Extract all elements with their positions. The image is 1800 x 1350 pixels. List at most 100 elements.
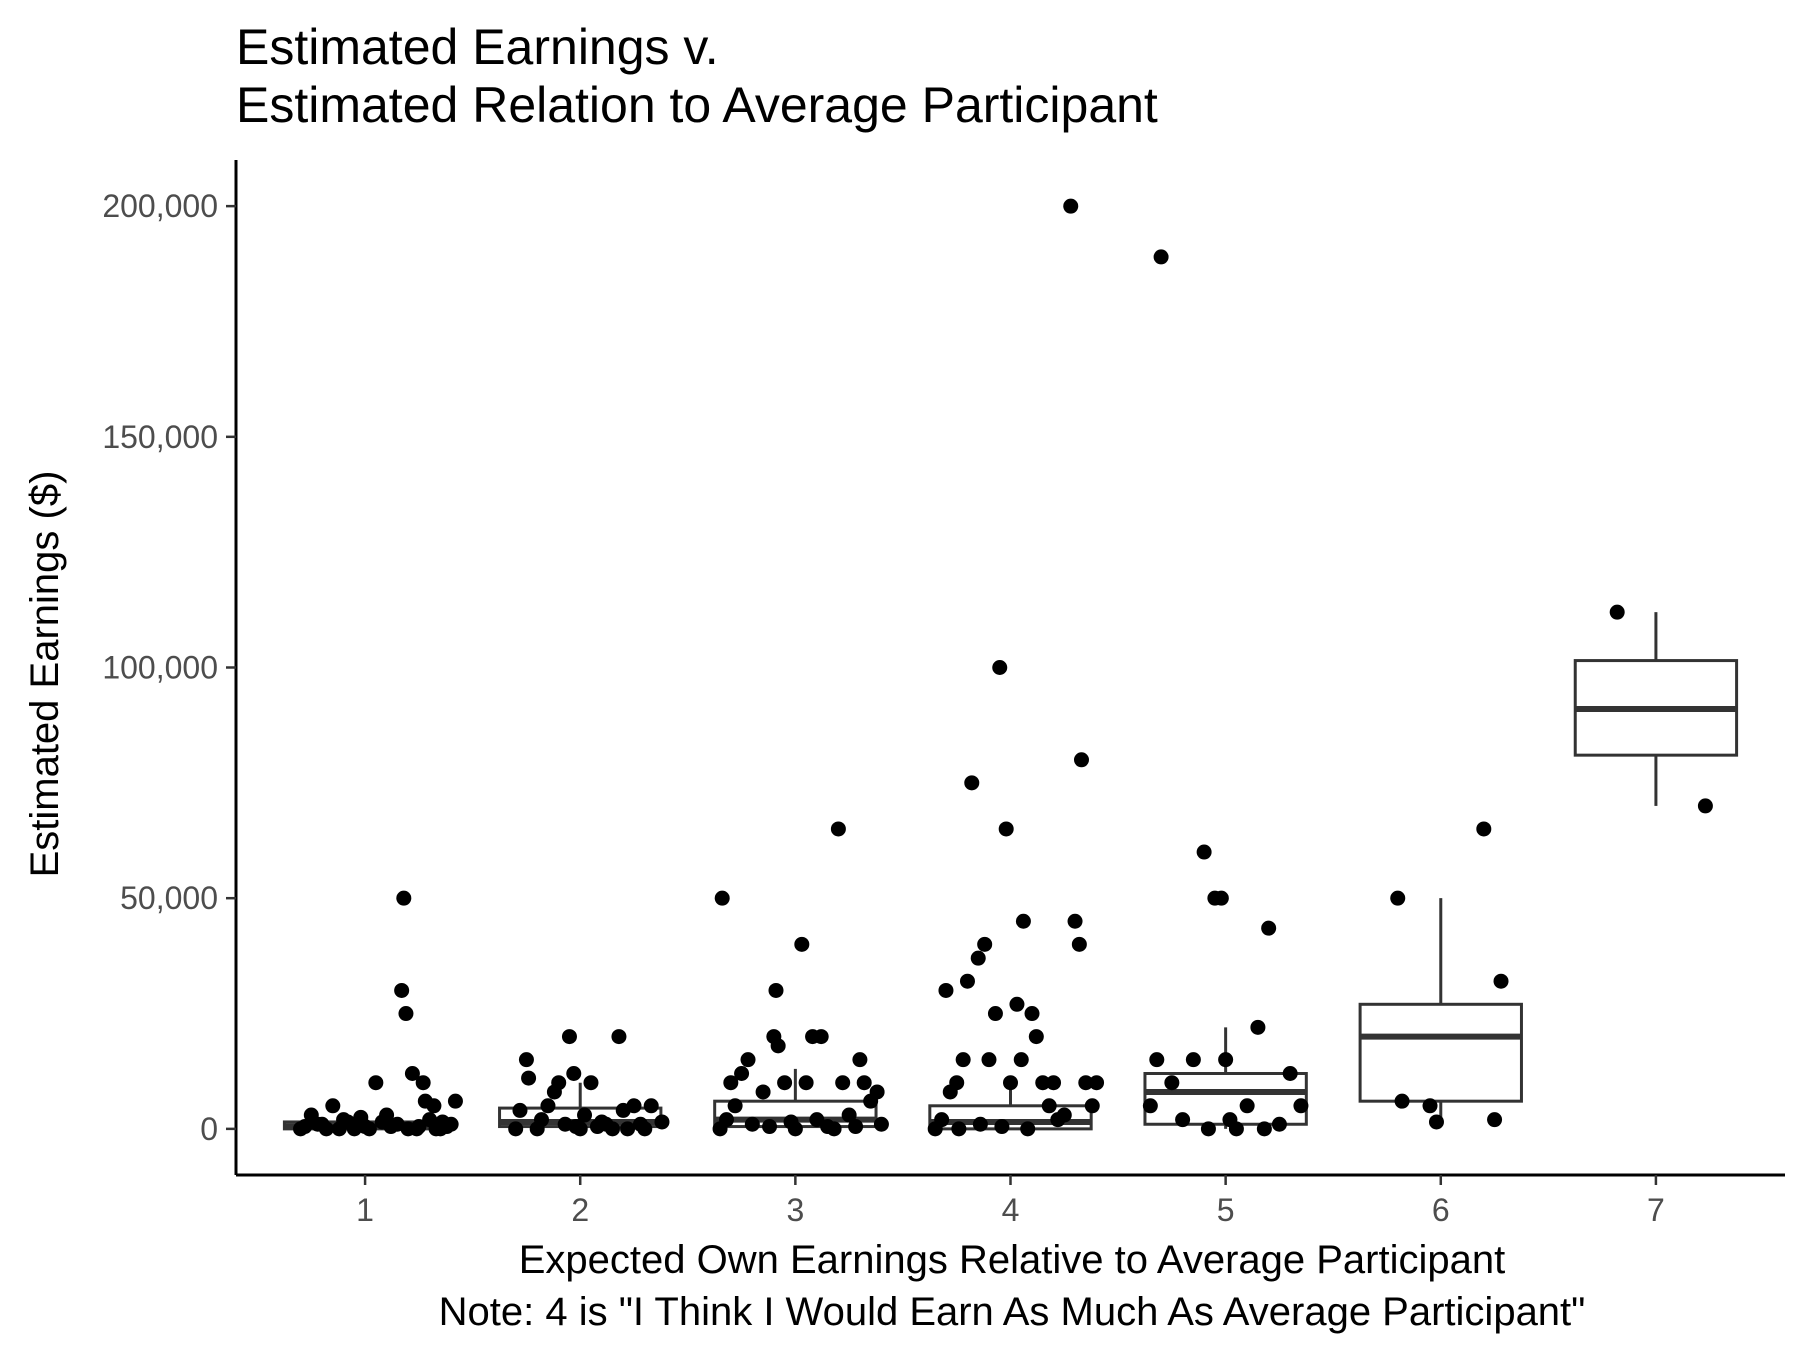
data-point [1089, 1075, 1105, 1091]
data-point [949, 1075, 965, 1091]
data-point [1213, 890, 1229, 906]
data-point [394, 982, 410, 998]
data-point [841, 1107, 857, 1123]
data-point [1003, 1075, 1018, 1091]
data-point [1222, 1112, 1238, 1128]
data-point [1196, 844, 1212, 860]
data-point [744, 1116, 760, 1132]
data-point [998, 821, 1014, 837]
data-point [518, 1052, 534, 1068]
data-point [755, 1084, 771, 1100]
data-point [714, 890, 730, 906]
data-point [1239, 1098, 1255, 1114]
data-point [964, 775, 980, 791]
data-point [620, 1121, 636, 1137]
data-point [637, 1121, 653, 1137]
y-tick-label: 50,000 [120, 880, 218, 916]
data-point [777, 1075, 793, 1091]
data-point [852, 1052, 868, 1068]
data-point [1487, 1112, 1503, 1128]
data-point [1493, 973, 1509, 989]
data-point [1394, 1093, 1410, 1109]
data-point [938, 982, 954, 998]
data-point [869, 1084, 885, 1100]
data-point [540, 1098, 556, 1114]
data-point [561, 1029, 577, 1045]
data-point [361, 1121, 377, 1137]
data-point [1009, 996, 1025, 1012]
data-point [734, 1066, 750, 1081]
axes-layer: 0 50,000 100,000 150,000 200,000 1 2 3 4 5 6 7 [102, 160, 1785, 1228]
data-point [959, 973, 975, 989]
data-point [1697, 798, 1713, 814]
data-point [727, 1098, 743, 1114]
x-tick-label: 1 [356, 1192, 374, 1228]
data-point [1071, 936, 1087, 952]
data-point [512, 1102, 528, 1118]
data-point [1073, 752, 1089, 768]
data-point [1390, 890, 1406, 906]
data-point [762, 1119, 778, 1135]
data-point [1422, 1098, 1438, 1114]
data-point [955, 1052, 971, 1068]
data-point [1035, 1075, 1051, 1091]
data-point [654, 1114, 670, 1130]
data-point [1028, 1029, 1044, 1045]
boxplot-7 [1573, 612, 1739, 806]
data-point [723, 1075, 739, 1091]
y-axis-title: Estimated Earnings ($) [23, 471, 67, 878]
data-point [415, 1075, 431, 1091]
x-tick-label: 4 [1002, 1192, 1020, 1228]
data-point [566, 1066, 582, 1081]
data-point [508, 1121, 524, 1137]
data-point [1149, 1052, 1165, 1068]
data-point [809, 1112, 825, 1128]
data-point [643, 1098, 659, 1114]
data-point [533, 1112, 549, 1128]
data-point [977, 936, 993, 952]
data-point [577, 1107, 593, 1123]
data-point [325, 1098, 341, 1114]
data-point [396, 890, 412, 906]
data-point [353, 1109, 369, 1125]
data-point [447, 1093, 463, 1109]
data-point [768, 982, 784, 998]
x-axis-title-line-2: Note: 4 is "I Think I Would Earn As Much… [439, 1290, 1586, 1334]
data-point [626, 1098, 642, 1114]
data-point [994, 1119, 1010, 1135]
data-point [1164, 1075, 1180, 1091]
data-point [598, 1116, 614, 1132]
data-point [368, 1075, 384, 1091]
data-point [1175, 1112, 1191, 1128]
x-tick-label: 2 [571, 1192, 589, 1228]
data-point [1078, 1075, 1094, 1091]
data-point [783, 1114, 799, 1130]
data-point [1200, 1121, 1216, 1137]
x-axis-title-line-1: Expected Own Earnings Relative to Averag… [519, 1238, 1505, 1282]
data-point [1024, 1006, 1040, 1022]
y-tick-label: 0 [200, 1111, 218, 1147]
data-point [813, 1029, 829, 1045]
x-tick-label: 3 [786, 1192, 804, 1228]
data-point [992, 660, 1008, 675]
data-point [934, 1112, 950, 1128]
data-point [794, 936, 810, 952]
data-point [1271, 1116, 1287, 1132]
data-point [1015, 913, 1031, 929]
x-tick-label: 5 [1217, 1192, 1235, 1228]
data-point [1142, 1098, 1158, 1114]
data-point [740, 1052, 756, 1068]
data-point [856, 1075, 872, 1091]
chart-title-line-2: Estimated Relation to Average Participan… [236, 77, 1158, 133]
data-point [1250, 1019, 1266, 1035]
data-point [835, 1075, 851, 1091]
data-point [951, 1121, 967, 1137]
data-point [1041, 1098, 1057, 1114]
data-point [1084, 1098, 1100, 1114]
x-tick-label: 7 [1647, 1192, 1665, 1228]
data-point [1428, 1114, 1444, 1130]
data-point [331, 1121, 347, 1137]
data-point [409, 1121, 425, 1137]
